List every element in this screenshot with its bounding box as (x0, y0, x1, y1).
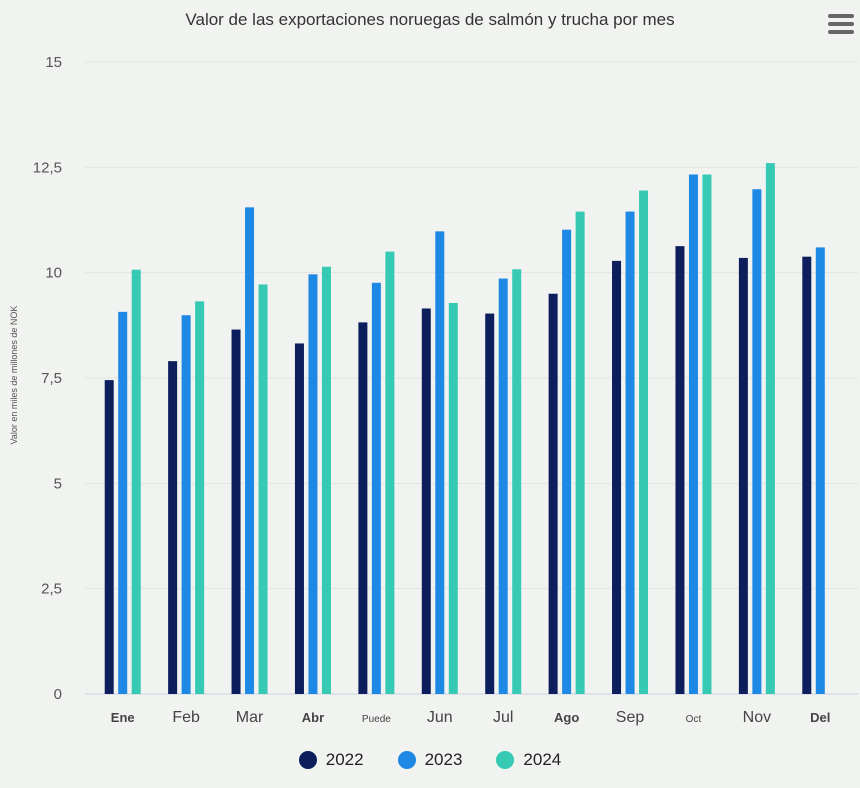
bar-2023-Sep[interactable] (625, 211, 635, 694)
bar-2022-Del[interactable] (802, 256, 812, 694)
chart-title: Valor de las exportaciones noruegas de s… (185, 10, 675, 29)
bar-chart: 0 2,5 5 7,5 10 12,5 15 Valor en miles de millon… (9, 54, 858, 726)
bar-2022-Ene[interactable] (104, 380, 114, 694)
bar-2023-Oct[interactable] (688, 174, 698, 695)
bar-2022-Abr[interactable] (294, 343, 304, 694)
bar-2024-Jun[interactable] (448, 303, 458, 694)
bar-2022-Sep[interactable] (612, 260, 622, 694)
y-tick-label: 12,5 (33, 159, 62, 176)
bar-2024-Feb[interactable] (195, 301, 205, 694)
bar-2024-Mar[interactable] (258, 284, 268, 694)
legend-item-2024[interactable]: 2024 (496, 750, 561, 770)
bar-2024-Abr[interactable] (321, 266, 331, 694)
y-tick-label: 0 (54, 686, 62, 703)
x-tick-label: Oct (686, 714, 702, 725)
legend-item-2023[interactable]: 2023 (397, 750, 463, 770)
x-tick-label: Jun (427, 709, 453, 726)
legend: 2022 2023 2024 (0, 750, 860, 770)
bar-2023-Nov[interactable] (752, 189, 762, 694)
bar-2022-Jun[interactable] (421, 308, 431, 694)
legend-marker (298, 751, 317, 769)
y-tick-label: 10 (45, 265, 62, 282)
x-tick-label: Nov (743, 709, 771, 726)
bar-2024-Ago[interactable] (575, 211, 585, 694)
legend-label: 2023 (424, 750, 463, 769)
bar-2023-Jun[interactable] (435, 231, 445, 694)
legend-marker (496, 751, 515, 769)
bar-2022-Feb[interactable] (168, 361, 178, 694)
legend-label: 2024 (523, 750, 562, 769)
y-tick-label: 7,5 (41, 370, 62, 387)
bar-2022-Jul[interactable] (485, 313, 495, 694)
x-tick-label: Del (810, 710, 830, 725)
legend-marker (397, 751, 416, 769)
bar-2024-Sep[interactable] (639, 190, 649, 695)
x-tick-label: Jul (493, 709, 513, 726)
x-tick-label: Feb (172, 709, 200, 726)
bar-2023-Ago[interactable] (562, 229, 572, 694)
x-tick-label: Puede (362, 714, 391, 725)
bar-2022-Nov[interactable] (738, 257, 748, 694)
x-tick-label: Abr (302, 710, 324, 725)
grid-lines (85, 61, 858, 695)
bar-2023-Del[interactable] (815, 247, 825, 695)
bar-2022-Mar[interactable] (231, 329, 241, 694)
axes: 0 2,5 5 7,5 10 12,5 15 Valor en miles de millon… (9, 54, 830, 726)
bars (104, 163, 825, 695)
bar-2023-Feb[interactable] (181, 315, 191, 694)
x-tick-label: Mar (236, 709, 264, 726)
bar-2023-Mar[interactable] (245, 207, 255, 695)
bar-2022-Puede[interactable] (358, 322, 368, 694)
bar-2023-Puede[interactable] (371, 282, 381, 694)
x-tick-label: Ene (111, 710, 135, 725)
bar-2024-Oct[interactable] (702, 174, 712, 695)
bar-2022-Ago[interactable] (548, 293, 558, 694)
legend-label: 2022 (325, 750, 364, 769)
bar-2023-Abr[interactable] (308, 274, 318, 694)
bar-2024-Nov[interactable] (765, 163, 775, 694)
y-axis-label: Valor en miles de millones de NOK (9, 306, 19, 445)
legend-item-2022[interactable]: 2022 (298, 750, 364, 770)
x-tick-label: Sep (616, 709, 645, 726)
y-tick-label: 15 (45, 54, 62, 71)
x-tick-label: Ago (554, 710, 579, 725)
y-tick-label: 5 (54, 475, 62, 492)
bar-2024-Jul[interactable] (512, 269, 522, 694)
bar-2023-Jul[interactable] (498, 278, 508, 694)
bar-2023-Ene[interactable] (118, 311, 128, 694)
bar-2022-Oct[interactable] (675, 246, 685, 694)
hamburger-menu-icon[interactable] (828, 14, 854, 36)
bar-2024-Puede[interactable] (385, 251, 395, 694)
y-tick-label: 2,5 (41, 581, 62, 598)
bar-2024-Ene[interactable] (131, 269, 141, 694)
